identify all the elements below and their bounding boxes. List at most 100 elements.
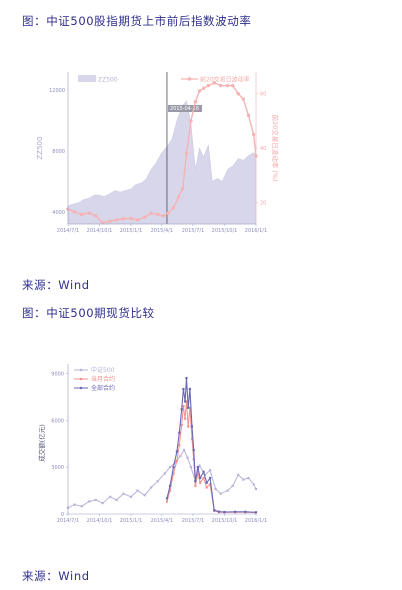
index-series-point	[109, 495, 112, 498]
x-tick-label: 2015/4/1	[151, 518, 173, 524]
index-series-point	[226, 489, 229, 492]
all-contracts-series-point	[205, 481, 208, 484]
y2-tick-label: 40	[260, 146, 266, 152]
source1-caption: 来源：Wind	[22, 278, 90, 292]
legend-label-all-contracts-series: 全部合约	[91, 384, 115, 392]
volatility-point	[129, 216, 133, 221]
current-month-series-point	[196, 472, 199, 475]
volatility-point	[193, 100, 198, 104]
all-contracts-series-point	[199, 476, 202, 480]
index-series-point	[80, 505, 83, 508]
volatility-point	[246, 113, 251, 118]
all-contracts-series-point	[188, 387, 192, 391]
x-tick-label: 2014/10/1	[87, 228, 113, 234]
volatility-point	[184, 151, 189, 156]
current-month-series-point	[172, 472, 175, 475]
source2-caption: 来源：Wind	[22, 569, 90, 583]
volatility-point	[201, 86, 206, 90]
all-contracts-series-point	[209, 476, 212, 480]
all-contracts-series-point	[202, 470, 205, 473]
all-contracts-series-point	[172, 466, 175, 469]
legend-swatch-zz500	[78, 75, 96, 82]
volatility-point	[87, 211, 91, 215]
y-tick-label: 9000	[51, 371, 64, 377]
volatility-point	[241, 97, 246, 101]
all-contracts-series-point	[223, 510, 226, 514]
legend-label-current-month-series: 当月合约	[91, 375, 115, 383]
figure1-caption: 图：中证500股指期货上市前后指数波动率	[22, 14, 252, 28]
all-contracts-series-point	[234, 510, 237, 513]
index-series-point	[150, 486, 153, 489]
index-series-point	[186, 456, 189, 459]
y-axis-label: ZZ500	[36, 137, 44, 160]
all-contracts-series-point	[217, 510, 221, 513]
all-contracts-series-point	[175, 450, 178, 453]
volatility-point	[189, 119, 193, 123]
y-tick-label: 3000	[51, 465, 64, 471]
legend-marker-index-series	[79, 368, 83, 372]
legend-label-index-series: 中证500	[91, 366, 115, 374]
index-series-point	[73, 503, 76, 506]
x-tick-label: 2014/7/1	[57, 518, 79, 524]
chart2-axes: 2014/7/1 2014/10/1 2015/1/1 2015/4/1 2015/7/…	[37, 364, 267, 524]
current-month-series-point	[184, 417, 187, 420]
volatility-point	[225, 83, 230, 88]
current-month-series-point	[182, 405, 185, 408]
all-contracts-series-point	[187, 406, 190, 409]
index-series-point	[242, 478, 245, 481]
volatility-point	[114, 218, 119, 222]
index-series-point	[136, 489, 139, 492]
index-series-point	[101, 501, 104, 505]
x-tick-label: 2015/7/1	[182, 518, 204, 524]
volatility-point	[156, 212, 160, 217]
all-contracts-series-point	[180, 408, 183, 411]
current-month-series-point	[165, 500, 169, 503]
current-month-series-point	[202, 476, 205, 480]
volatility-point	[236, 92, 240, 96]
index-series-point	[88, 500, 91, 503]
index-series-point	[94, 498, 97, 502]
current-month-series-point	[180, 423, 183, 427]
volatility-point	[197, 89, 202, 93]
volatility-point	[212, 81, 216, 85]
all-contracts-series-point	[194, 480, 197, 483]
index-series-point	[247, 476, 250, 480]
index-series-point	[156, 480, 159, 483]
x-tick-label: 2016/1/1	[245, 228, 267, 234]
volatility-series-layer	[66, 81, 258, 225]
volatility-point	[143, 215, 147, 219]
index-series-point	[163, 472, 167, 475]
y-tick-label: 0	[61, 512, 64, 518]
volatility-point	[100, 220, 105, 225]
volatility-point	[72, 210, 77, 214]
current-month-series-point	[185, 400, 188, 403]
all-contracts-series-point	[192, 448, 195, 452]
index-series-point	[122, 492, 125, 495]
index-series-point	[214, 487, 217, 491]
x-tick-label: 2014/7/1	[57, 228, 79, 234]
index-series-point	[219, 492, 222, 495]
current-month-series-point	[209, 483, 212, 486]
listing-date-line-layer: 2015-04-16	[166, 72, 202, 224]
all-contracts-series-point	[190, 425, 194, 428]
index-series-point	[168, 466, 172, 469]
y-axis-label: 成交额(亿元)	[37, 424, 46, 462]
zz500-area	[67, 100, 257, 225]
index-series-point	[209, 469, 212, 472]
volatility-point	[171, 206, 176, 210]
x-tick-label: 2015/10/1	[212, 228, 238, 234]
volatility-point	[231, 83, 235, 88]
index-series-point	[182, 448, 186, 452]
index-series-point	[254, 487, 258, 491]
legend-marker-vol	[187, 77, 192, 81]
chart2-series-layer	[66, 376, 258, 514]
index-series-point	[231, 484, 234, 487]
current-month-series-point	[178, 444, 181, 447]
y-tick-label: 6000	[51, 418, 64, 424]
all-contracts-series-point	[182, 387, 185, 391]
all-contracts-series-point	[196, 466, 199, 469]
index-series-point	[115, 498, 118, 502]
index-series-point	[189, 466, 193, 469]
spot-futures-chart: 2014/7/1 2014/10/1 2015/1/1 2015/4/1 2015/7/…	[37, 364, 267, 524]
chart1-legend: ZZ500 前20交易日波动率	[78, 75, 250, 84]
